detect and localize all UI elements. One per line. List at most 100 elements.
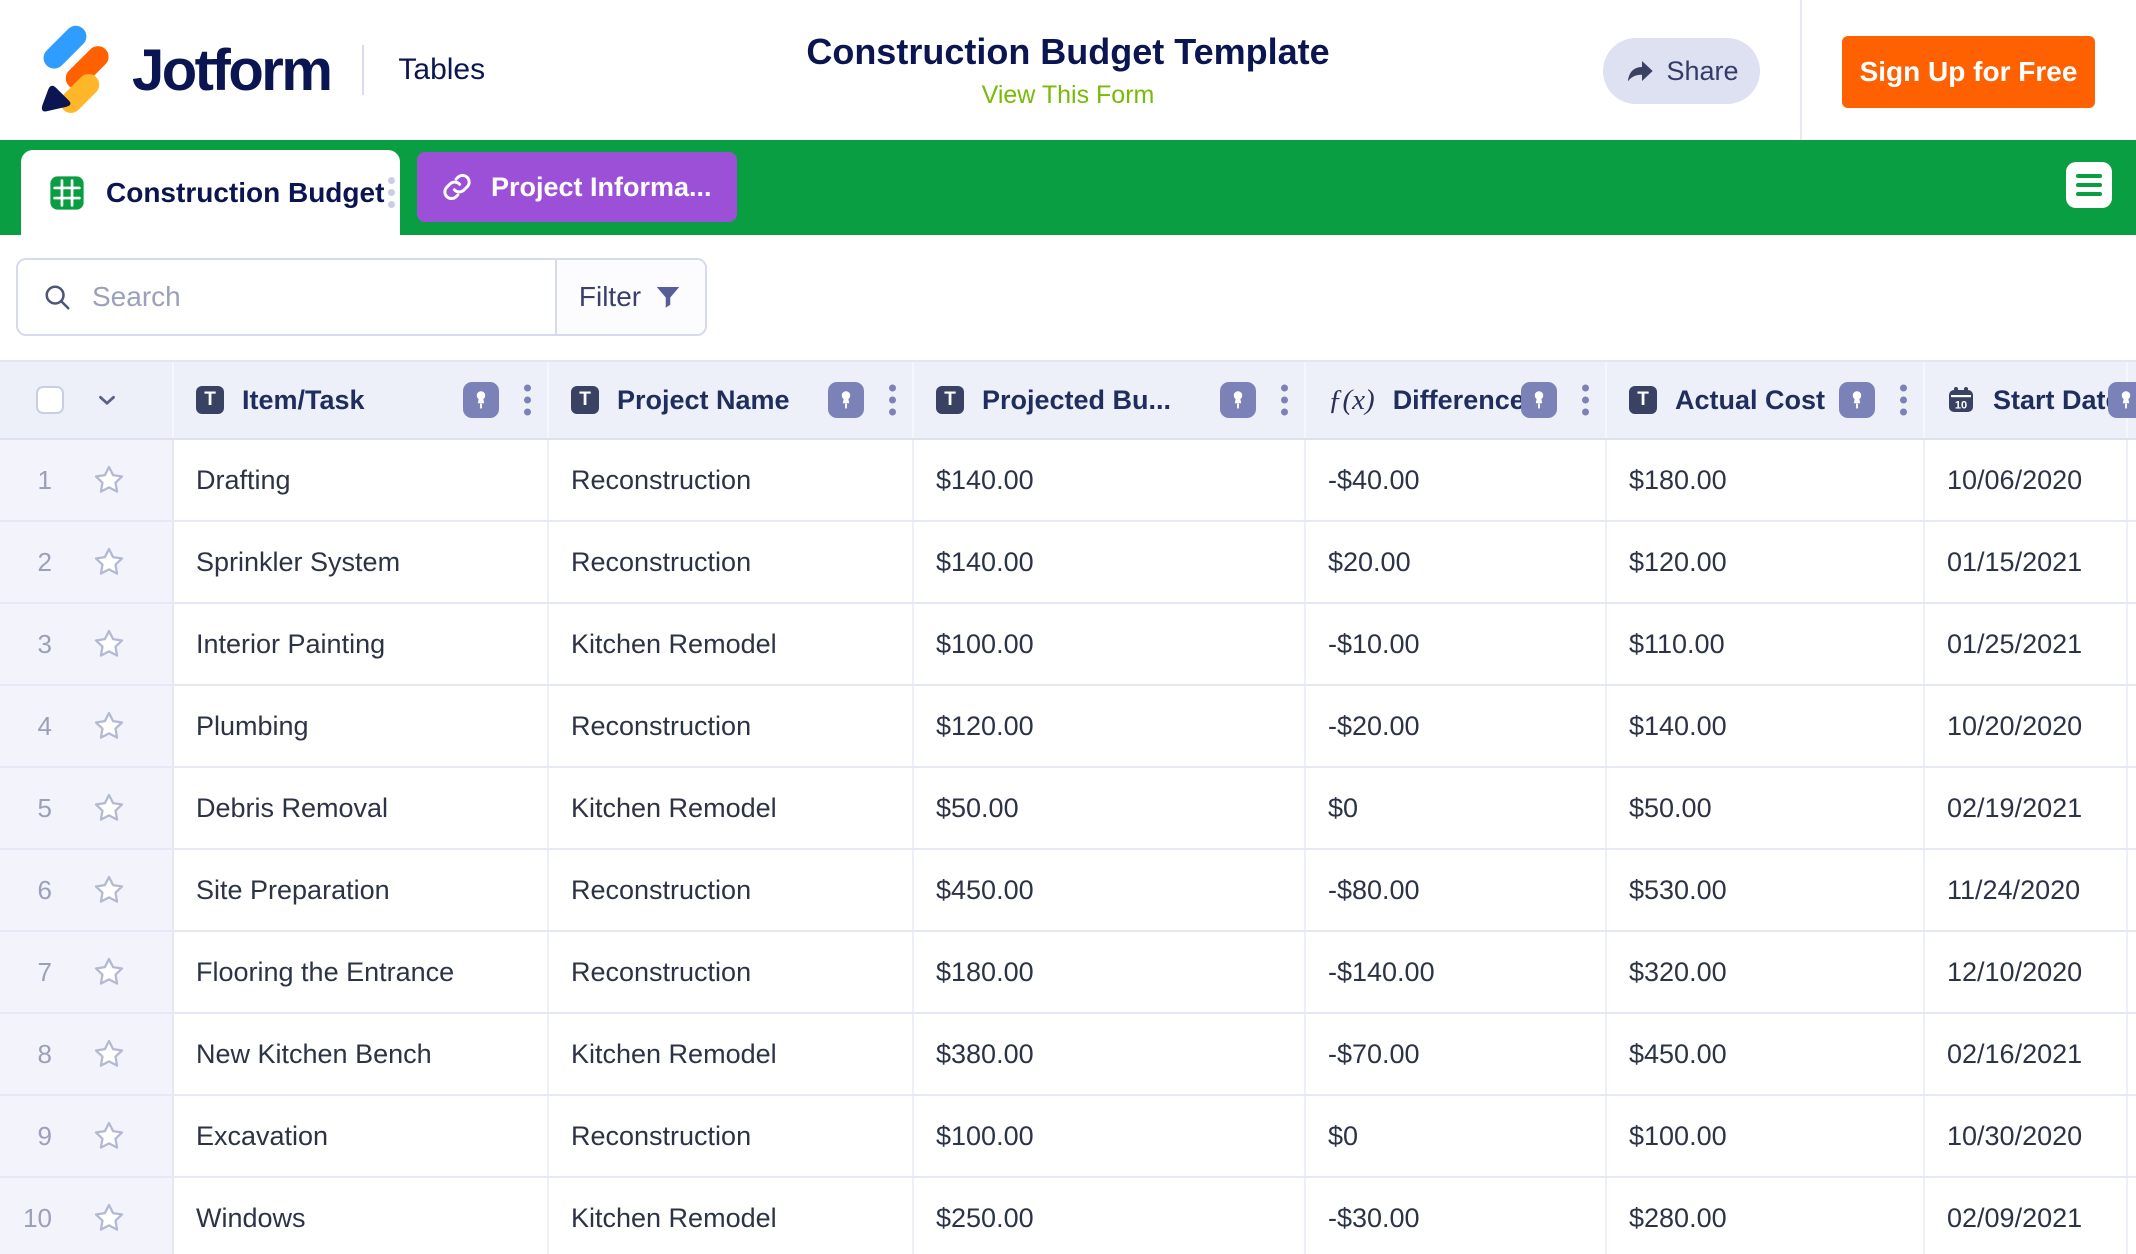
column-kebab-icon[interactable] (1896, 381, 1911, 420)
column-kebab-icon[interactable] (885, 381, 900, 420)
cell-actual-cost[interactable]: $140.00 (1607, 686, 1925, 766)
tab-project-information[interactable]: Project Informa... (417, 152, 737, 222)
cell-item-task[interactable]: Windows (174, 1178, 549, 1254)
cell-item-task[interactable]: Plumbing (174, 686, 549, 766)
cell-projected-budget[interactable]: $250.00 (914, 1178, 1306, 1254)
cell-projected-budget[interactable]: $120.00 (914, 686, 1306, 766)
cell-project-name[interactable]: Reconstruction (549, 932, 914, 1012)
cell-actual-cost[interactable]: $50.00 (1607, 768, 1925, 848)
column-header-project-name[interactable]: T Project Name (549, 362, 914, 438)
column-kebab-icon[interactable] (1578, 381, 1593, 420)
cell-project-name[interactable]: Kitchen Remodel (549, 604, 914, 684)
column-header-difference[interactable]: ƒ(x) Difference (1306, 362, 1607, 438)
cell-projected-budget[interactable]: $100.00 (914, 1096, 1306, 1176)
star-icon[interactable] (92, 709, 126, 743)
cell-actual-cost[interactable]: $120.00 (1607, 522, 1925, 602)
cell-difference[interactable]: $0 (1306, 768, 1607, 848)
cell-item-task[interactable]: New Kitchen Bench (174, 1014, 549, 1094)
star-icon[interactable] (92, 1201, 126, 1235)
cell-difference[interactable]: -$10.00 (1306, 604, 1607, 684)
cell-actual-cost[interactable]: $100.00 (1607, 1096, 1925, 1176)
view-this-form-link[interactable]: View This Form (981, 80, 1155, 109)
column-header-start-date[interactable]: 10 Start Date (1925, 362, 2136, 438)
star-icon[interactable] (92, 627, 126, 661)
cell-item-task[interactable]: Excavation (174, 1096, 549, 1176)
sheet-menu-button[interactable] (2066, 162, 2112, 208)
chevron-down-icon[interactable] (94, 387, 120, 413)
cell-difference[interactable]: -$20.00 (1306, 686, 1607, 766)
column-kebab-icon[interactable] (520, 381, 535, 420)
cell-item-task[interactable]: Debris Removal (174, 768, 549, 848)
cell-project-name[interactable]: Reconstruction (549, 1096, 914, 1176)
cell-actual-cost[interactable]: $320.00 (1607, 932, 1925, 1012)
cell-project-name[interactable]: Reconstruction (549, 686, 914, 766)
star-icon[interactable] (92, 873, 126, 907)
cell-projected-budget[interactable]: $180.00 (914, 932, 1306, 1012)
cell-actual-cost[interactable]: $110.00 (1607, 604, 1925, 684)
select-all-checkbox[interactable] (36, 386, 64, 414)
pin-icon[interactable] (828, 382, 864, 418)
cell-actual-cost[interactable]: $280.00 (1607, 1178, 1925, 1254)
cell-project-name[interactable]: Kitchen Remodel (549, 1014, 914, 1094)
cell-project-name[interactable]: Reconstruction (549, 440, 914, 520)
star-icon[interactable] (92, 1119, 126, 1153)
cell-item-task[interactable]: Site Preparation (174, 850, 549, 930)
column-header-actual-cost[interactable]: T Actual Cost (1607, 362, 1925, 438)
cell-projected-budget[interactable]: $100.00 (914, 604, 1306, 684)
pin-icon[interactable] (1839, 382, 1875, 418)
tab-options-kebab-icon[interactable] (384, 173, 399, 212)
cell-item-task[interactable]: Sprinkler System (174, 522, 549, 602)
cell-difference[interactable]: -$80.00 (1306, 850, 1607, 930)
cell-start-date[interactable]: 10/30/2020 (1925, 1096, 2128, 1176)
star-icon[interactable] (92, 955, 126, 989)
cell-start-date[interactable]: 10/20/2020 (1925, 686, 2128, 766)
share-button[interactable]: Share (1603, 38, 1760, 104)
share-arrow-icon (1624, 55, 1656, 87)
star-icon[interactable] (92, 463, 126, 497)
signup-button[interactable]: Sign Up for Free (1842, 36, 2095, 108)
cell-project-name[interactable]: Reconstruction (549, 850, 914, 930)
pin-icon[interactable] (1220, 382, 1256, 418)
cell-difference[interactable]: -$30.00 (1306, 1178, 1607, 1254)
cell-projected-budget[interactable]: $50.00 (914, 768, 1306, 848)
cell-projected-budget[interactable]: $380.00 (914, 1014, 1306, 1094)
star-icon[interactable] (92, 545, 126, 579)
cell-difference[interactable]: -$140.00 (1306, 932, 1607, 1012)
cell-actual-cost[interactable]: $450.00 (1607, 1014, 1925, 1094)
cell-project-name[interactable]: Kitchen Remodel (549, 1178, 914, 1254)
cell-difference[interactable]: $20.00 (1306, 522, 1607, 602)
cell-start-date[interactable]: 12/10/2020 (1925, 932, 2128, 1012)
star-icon[interactable] (92, 791, 126, 825)
cell-start-date[interactable]: 02/09/2021 (1925, 1178, 2128, 1254)
search-box[interactable] (18, 260, 555, 334)
pin-icon[interactable] (2108, 382, 2136, 418)
cell-item-task[interactable]: Drafting (174, 440, 549, 520)
cell-difference[interactable]: -$70.00 (1306, 1014, 1607, 1094)
cell-project-name[interactable]: Kitchen Remodel (549, 768, 914, 848)
cell-actual-cost[interactable]: $530.00 (1607, 850, 1925, 930)
cell-start-date[interactable]: 01/25/2021 (1925, 604, 2128, 684)
star-icon[interactable] (92, 1037, 126, 1071)
cell-start-date[interactable]: 10/06/2020 (1925, 440, 2128, 520)
cell-item-task[interactable]: Interior Painting (174, 604, 549, 684)
cell-difference[interactable]: -$40.00 (1306, 440, 1607, 520)
column-header-item-task[interactable]: T Item/Task (174, 362, 549, 438)
column-kebab-icon[interactable] (1277, 381, 1292, 420)
filter-button[interactable]: Filter (555, 260, 705, 334)
pin-icon[interactable] (463, 382, 499, 418)
cell-projected-budget[interactable]: $450.00 (914, 850, 1306, 930)
cell-actual-cost[interactable]: $180.00 (1607, 440, 1925, 520)
cell-start-date[interactable]: 02/19/2021 (1925, 768, 2128, 848)
cell-difference[interactable]: $0 (1306, 1096, 1607, 1176)
cell-start-date[interactable]: 01/15/2021 (1925, 522, 2128, 602)
cell-projected-budget[interactable]: $140.00 (914, 440, 1306, 520)
cell-project-name[interactable]: Reconstruction (549, 522, 914, 602)
cell-start-date[interactable]: 02/16/2021 (1925, 1014, 2128, 1094)
pin-icon[interactable] (1521, 382, 1557, 418)
cell-projected-budget[interactable]: $140.00 (914, 522, 1306, 602)
tab-construction-budget[interactable]: Construction Budget (21, 150, 400, 235)
column-header-projected-budget[interactable]: T Projected Bu... (914, 362, 1306, 438)
search-input[interactable] (92, 281, 555, 313)
cell-start-date[interactable]: 11/24/2020 (1925, 850, 2128, 930)
cell-item-task[interactable]: Flooring the Entrance (174, 932, 549, 1012)
